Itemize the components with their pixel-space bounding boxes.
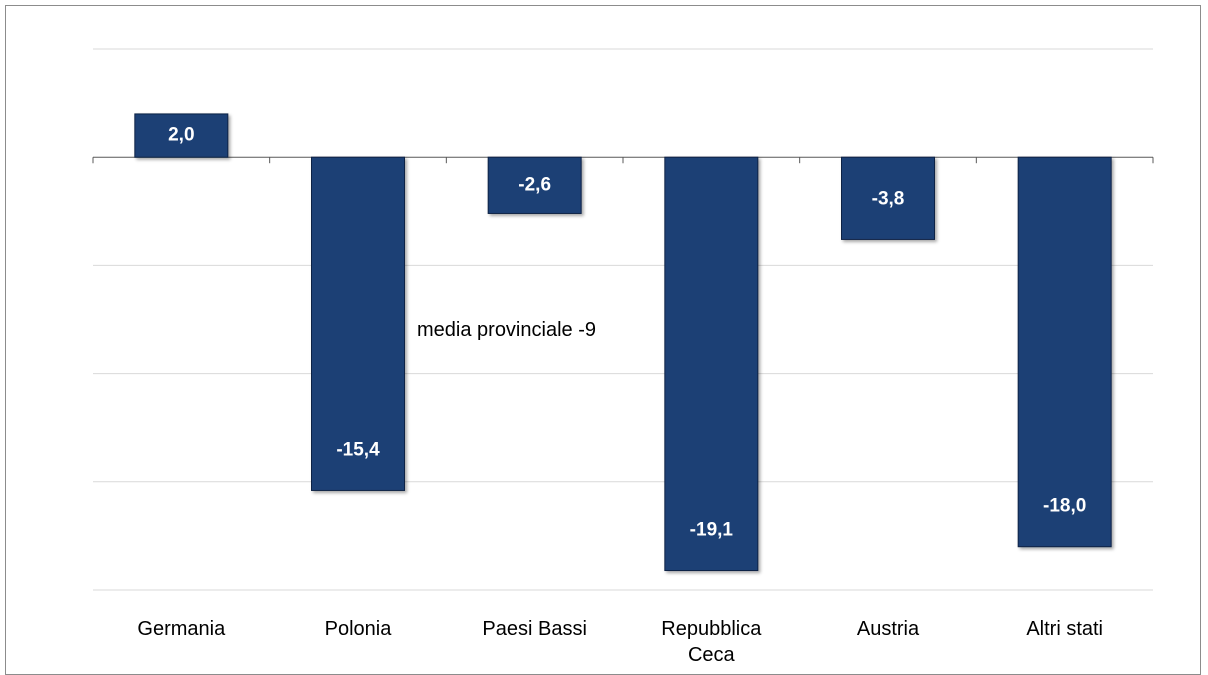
category-label: Altri stati <box>1026 618 1103 640</box>
category-label: Paesi Bassi <box>482 618 587 640</box>
data-label: 2,0 <box>168 125 194 146</box>
category-label: Germania <box>137 618 226 640</box>
bar <box>841 156 935 240</box>
reference-line: media provinciale -9 <box>175 319 1023 355</box>
bar <box>311 156 405 491</box>
data-labels: 2,0 -15,4 -2,6 -19,1 -3,8 -18,0 <box>168 125 1086 541</box>
category-label: Polonia <box>325 618 393 640</box>
data-label: -19,1 <box>690 520 734 541</box>
x-axis <box>92 156 1154 164</box>
reference-line-label: media provinciale -9 <box>417 319 596 341</box>
category-label: Ceca <box>688 644 736 666</box>
bar <box>664 156 759 572</box>
category-label: Repubblica <box>661 618 762 640</box>
bar <box>134 113 229 158</box>
bar <box>1017 156 1112 548</box>
data-label: -3,8 <box>872 188 905 209</box>
data-label: -2,6 <box>518 174 551 195</box>
data-label: -18,0 <box>1043 496 1086 517</box>
bar <box>487 156 582 214</box>
category-label: Austria <box>857 618 920 640</box>
data-label: -15,4 <box>336 439 380 460</box>
category-labels: Germania Polonia Paesi Bassi Repubblica Ceca… <box>137 618 1103 666</box>
gridlines <box>93 48 1153 591</box>
bars <box>134 113 1112 572</box>
